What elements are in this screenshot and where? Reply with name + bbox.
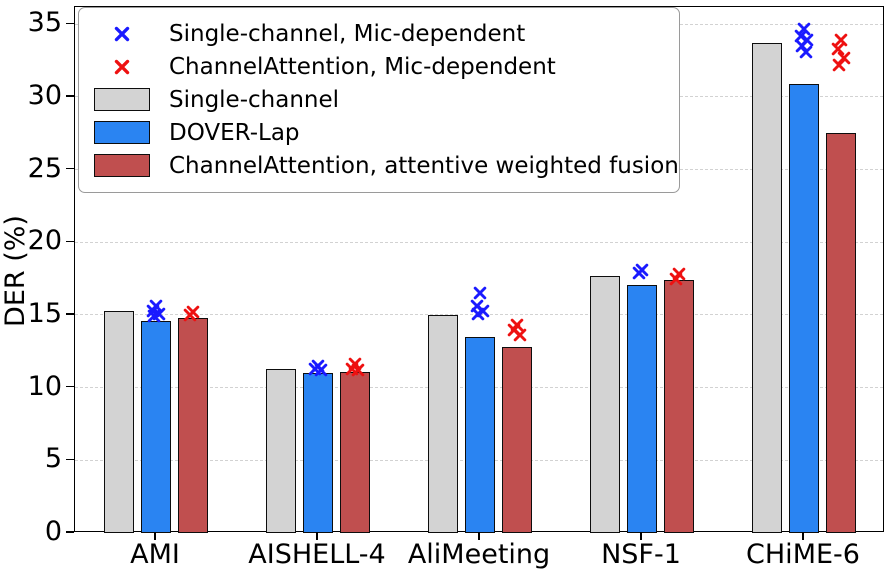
legend-label: Single-channel, Mic-dependent	[169, 20, 526, 47]
legend-patch	[94, 88, 150, 111]
bar	[141, 320, 171, 533]
scatter-marker	[831, 42, 845, 56]
scatter-marker	[147, 309, 161, 323]
y-tickmark	[66, 22, 74, 25]
bar	[752, 43, 782, 533]
bar	[789, 84, 819, 533]
bar	[266, 368, 296, 533]
scatter-marker	[799, 45, 813, 59]
x-tick-label: AISHELL-4	[248, 539, 386, 570]
x-tickmark	[316, 532, 318, 540]
legend-item: ChannelAttention, attentive weighted fus…	[91, 149, 679, 182]
scatter-marker	[797, 22, 811, 36]
y-tickmark	[66, 167, 74, 170]
x-tick-label: CHiME-6	[746, 539, 860, 570]
bar	[590, 275, 620, 533]
legend-item: Single-channel	[91, 83, 667, 116]
legend-item: ChannelAttention, Mic-dependent	[91, 50, 667, 83]
legend-label: ChannelAttention, Mic-dependent	[169, 53, 556, 80]
bar	[428, 315, 458, 533]
legend: Single-channel, Mic-dependent ChannelAtte…	[78, 7, 680, 193]
bar	[340, 371, 370, 533]
scatter-marker	[632, 266, 646, 280]
y-tickmark	[66, 240, 74, 243]
legend-label: Single-channel	[169, 86, 340, 113]
y-tickmark	[66, 95, 74, 97]
y-tick-label: 35	[27, 7, 62, 39]
y-tickmark	[66, 385, 74, 388]
y-tick-label: 30	[27, 80, 62, 112]
bar	[826, 133, 856, 533]
x-tickmark	[802, 532, 804, 540]
legend-patch	[94, 121, 150, 144]
x-tick-label: AMI	[130, 539, 180, 570]
bar	[502, 347, 532, 533]
scatter-marker	[669, 272, 683, 286]
y-tick-label: 20	[27, 225, 62, 257]
y-tick-label: 10	[27, 370, 62, 402]
scatter-marker	[832, 58, 846, 72]
y-axis-title: DER (%)	[0, 215, 31, 327]
scatter-marker	[314, 363, 328, 377]
bar	[178, 317, 208, 533]
scatter-marker	[513, 328, 527, 342]
x-tickmark	[478, 532, 480, 540]
color-swatch	[91, 154, 153, 177]
y-tick-label: 15	[27, 298, 62, 330]
legend-item: DOVER-Lap	[91, 116, 667, 149]
scatter-marker	[471, 307, 485, 321]
x-marker-icon	[91, 26, 153, 42]
bar	[465, 336, 495, 533]
color-swatch	[91, 121, 153, 144]
x-tick-label: NSF-1	[601, 539, 681, 570]
bar	[664, 280, 694, 533]
bar	[104, 310, 134, 533]
y-tick-label: 5	[44, 443, 62, 475]
legend-patch	[94, 154, 150, 177]
y-tick-label: 25	[27, 152, 62, 184]
scatter-marker	[834, 33, 848, 47]
bar	[303, 373, 333, 533]
scatter-marker	[473, 286, 487, 300]
y-tickmark	[66, 531, 74, 533]
y-tickmark	[66, 458, 74, 461]
x-tickmark	[640, 532, 642, 540]
y-tick-label: 0	[44, 516, 62, 547]
legend-label: ChannelAttention, attentive weighted fus…	[169, 152, 679, 179]
legend-label: DOVER-Lap	[169, 119, 300, 146]
scatter-marker	[837, 51, 851, 65]
bar	[627, 284, 657, 533]
legend-item: Single-channel, Mic-dependent	[91, 17, 667, 50]
x-marker-icon	[91, 59, 153, 75]
scatter-marker	[183, 308, 197, 322]
y-tickmark	[66, 313, 74, 315]
gridline	[75, 241, 883, 243]
x-tickmark	[154, 532, 156, 540]
x-tick-label: AliMeeting	[407, 539, 551, 570]
scatter-marker	[351, 363, 365, 377]
color-swatch	[91, 88, 153, 111]
